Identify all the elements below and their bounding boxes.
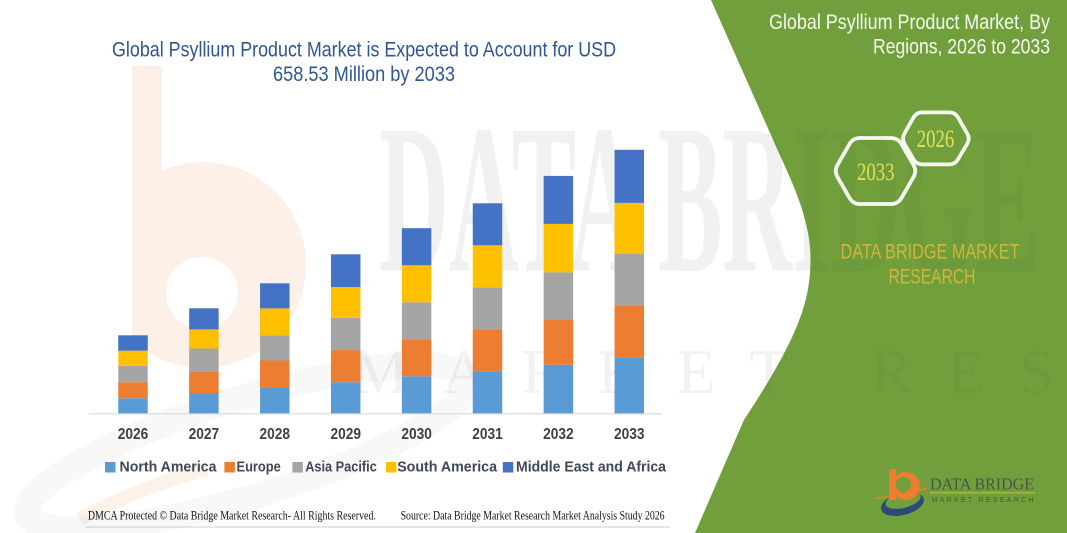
svg-text:2031: 2031 xyxy=(472,426,503,443)
svg-text:Europe: Europe xyxy=(237,460,281,476)
svg-text:Middle East and Africa: Middle East and Africa xyxy=(516,460,667,476)
svg-text:Regions, 2026 to 2033: Regions, 2026 to 2033 xyxy=(873,36,1050,59)
svg-text:Global Psyllium Product Market: Global Psyllium Product Market, By xyxy=(769,11,1050,34)
svg-text:658.53 Million by 2033: 658.53 Million by 2033 xyxy=(273,63,455,86)
svg-text:Global Psyllium Product Market: Global Psyllium Product Market is Expect… xyxy=(112,39,616,62)
svg-text:2028: 2028 xyxy=(260,426,291,443)
svg-text:DATA BRIDGE: DATA BRIDGE xyxy=(930,475,1034,494)
svg-text:2033: 2033 xyxy=(857,159,895,186)
svg-text:Asia Pacific: Asia Pacific xyxy=(305,460,377,476)
svg-text:South America: South America xyxy=(397,460,498,476)
svg-text:2030: 2030 xyxy=(401,426,432,443)
svg-text:2032: 2032 xyxy=(543,426,574,443)
svg-text:2033: 2033 xyxy=(614,426,645,443)
svg-text:DMCA Protected © Data Bridge M: DMCA Protected © Data Bridge Market Rese… xyxy=(88,509,376,523)
svg-text:North America: North America xyxy=(120,460,218,476)
svg-text:Source: Data Bridge Market Res: Source: Data Bridge Market Research Mark… xyxy=(401,509,665,523)
svg-text:RESEARCH: RESEARCH xyxy=(889,266,976,289)
svg-text:2027: 2027 xyxy=(189,426,220,443)
svg-text:2026: 2026 xyxy=(118,426,149,443)
svg-text:MARKET RESEARCH: MARKET RESEARCH xyxy=(932,497,1034,504)
svg-text:2029: 2029 xyxy=(330,426,361,443)
svg-text:DATA BRIDGE MARKET: DATA BRIDGE MARKET xyxy=(841,241,1020,264)
svg-text:2026: 2026 xyxy=(917,126,955,153)
